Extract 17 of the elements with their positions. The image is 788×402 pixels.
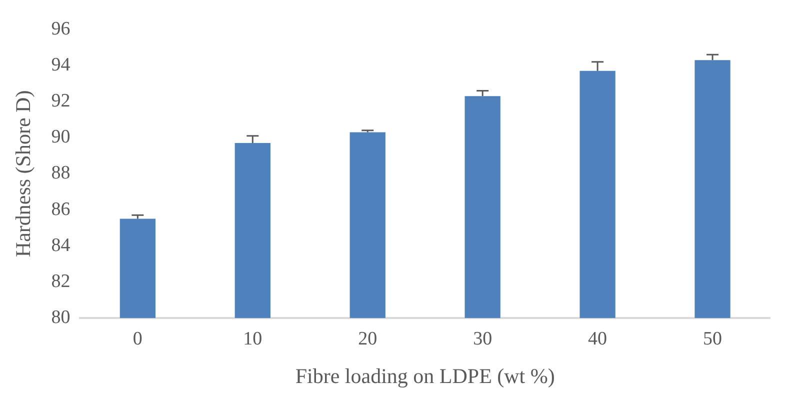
x-tick-label: 30 [473, 328, 492, 350]
x-tick-label: 20 [358, 328, 378, 350]
x-tick-label: 40 [588, 328, 608, 350]
y-tick-label: 90 [51, 126, 70, 148]
x-axis-title: Fibre loading on LDPE (wt %) [295, 364, 555, 388]
y-tick-label: 92 [51, 90, 70, 112]
y-tick-label: 80 [51, 306, 70, 328]
y-tick-label: 96 [51, 18, 70, 40]
x-tick-label: 0 [132, 328, 142, 350]
x-tick-label: 50 [703, 328, 722, 350]
y-tick-label: 82 [51, 270, 70, 292]
x-tick-label: 10 [243, 328, 262, 350]
y-tick-label: 86 [51, 198, 70, 220]
y-tick-label: 88 [51, 162, 70, 184]
y-tick-label: 84 [51, 234, 71, 256]
y-tick-label: 94 [51, 54, 71, 76]
y-axis-title: Hardness (Shore D) [11, 90, 36, 258]
